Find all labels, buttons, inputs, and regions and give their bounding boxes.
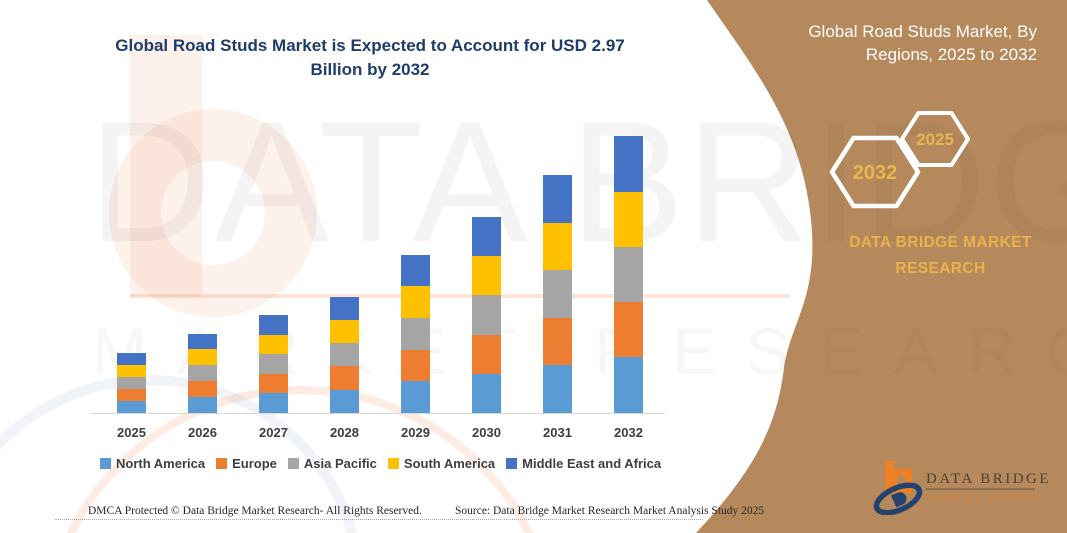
legend-item: Middle East and Africa [506,456,661,471]
bar-segment-2028 [330,389,359,413]
bar-segment-2031 [543,365,572,413]
bar-segment-2029 [401,254,430,287]
bar-segment-2030 [472,217,501,257]
bar-segment-2026 [188,365,217,382]
chart-title-line1: Global Road Studs Market is Expected to … [115,36,625,55]
x-axis-label-2029: 2029 [401,425,430,440]
legend-swatch-icon [387,458,399,469]
bar-segment-2026 [188,333,217,350]
bar-segment-2031 [543,317,572,366]
stacked-bar-2031 [543,175,572,413]
bar-chart-plot: 2025 2026 2027 2028 2029 2030 2031 2032 [90,130,670,440]
legend-label: Asia Pacific [303,456,377,471]
bar-segment-2028 [330,343,359,367]
panel-heading: Global Road Studs Market, By Regions, 20… [787,20,1037,66]
hexagon-2025-label: 2025 [916,130,954,149]
bar-segment-2028 [330,296,359,320]
databridge-logo-swoosh-icon [873,482,923,515]
bar-segment-2031 [543,270,572,318]
bar-segment-2027 [259,334,288,355]
bar-segment-2028 [330,319,359,344]
stacked-bar-2026 [188,333,217,413]
chart-title: Global Road Studs Market is Expected to … [75,34,665,82]
bar-segment-2025 [117,400,146,413]
legend-item: North America [100,456,205,471]
bar-segment-2030 [472,256,501,296]
bar-segment-2029 [401,349,430,382]
x-axis-label-2030: 2030 [472,425,501,440]
bar-segment-2027 [259,315,288,335]
bar-segment-2031 [543,222,572,271]
legend-swatch-icon [100,458,111,469]
stacked-bar-2027 [259,315,288,413]
legend-item: South America [387,456,496,471]
forecast-years-hexagons: 2032 2025 [829,111,970,209]
x-axis-label-2031: 2031 [543,425,572,440]
databridge-logo: DATA BRIDGE MARKET RESEARCH [873,461,1048,515]
bar-segment-2032 [614,357,643,413]
side-panel-shape [696,0,1067,533]
legend-label: Europe [232,456,277,471]
bar-segment-2027 [259,393,288,413]
bar-segment-2025 [117,352,146,365]
stacked-bar-2025 [117,352,146,413]
footer-dmca-text: DMCA Protected © Data Bridge Market Rese… [88,505,422,517]
bar-segment-2025 [117,364,146,377]
chart-legend: North America Europe Asia Pacific South Ame… [100,456,661,471]
bar-segment-2030 [472,295,501,335]
hexagon-2025 [900,111,970,167]
bar-segment-2028 [330,366,359,390]
stacked-bar-2029 [401,254,430,413]
bar-segment-2029 [401,286,430,318]
x-axis-label-2026: 2026 [188,425,217,440]
panel-heading-line2: Regions, 2025 to 2032 [865,45,1037,64]
hexagon-2032-label: 2032 [853,162,898,184]
bar-segment-2026 [188,349,217,366]
legend-item: Europe [216,456,277,471]
bar-segment-2027 [259,354,288,374]
x-axis-label-2025: 2025 [117,425,146,440]
legend-label: Middle East and Africa [522,456,662,471]
bar-segment-2027 [259,373,288,394]
legend-swatch-icon [216,458,228,469]
footer-divider-line [55,519,703,520]
x-axis-label-2032: 2032 [614,425,643,440]
stacked-bar-2030 [472,217,501,413]
legend-swatch-icon [287,458,299,469]
bar-segment-2025 [117,388,146,401]
stacked-bar-2032 [614,136,643,413]
panel-brand-text: DATA BRIDGE MARKET RESEARCH [843,230,1038,282]
x-axis-label-2027: 2027 [259,425,288,440]
bar-segment-2032 [614,136,643,192]
bar-segment-2031 [543,175,572,223]
panel-heading-line1: Global Road Studs Market, By [808,22,1037,41]
footer-source-text: Source: Data Bridge Market Research Mark… [455,505,765,517]
hexagon-2032 [829,135,921,209]
stacked-bar-2028 [330,296,359,413]
bar-segment-2029 [401,317,430,350]
bar-segment-2032 [614,302,643,357]
legend-swatch-icon [506,458,518,469]
panel-brand-line2: RESEARCH [895,260,986,277]
logo-subtitle: MARKET RESEARCH [927,495,1048,502]
bar-segment-2030 [472,373,501,413]
bar-segment-2032 [614,192,643,247]
bar-segment-2030 [472,334,501,374]
bar-segment-2026 [188,381,217,398]
legend-label: South America [403,456,496,471]
panel-brand-line1: DATA BRIDGE MARKET [849,234,1032,251]
bar-segment-2025 [117,376,146,389]
x-axis-label-2028: 2028 [330,425,359,440]
logo-wordmark: DATA BRIDGE [926,471,1048,487]
bar-segment-2026 [188,397,217,413]
bar-segment-2032 [614,247,643,302]
legend-label: North America [116,456,206,471]
bar-segment-2029 [401,381,430,413]
legend-item: Asia Pacific [287,456,377,471]
chart-title-line2: Billion by 2032 [310,60,430,79]
x-axis-line [90,413,665,414]
